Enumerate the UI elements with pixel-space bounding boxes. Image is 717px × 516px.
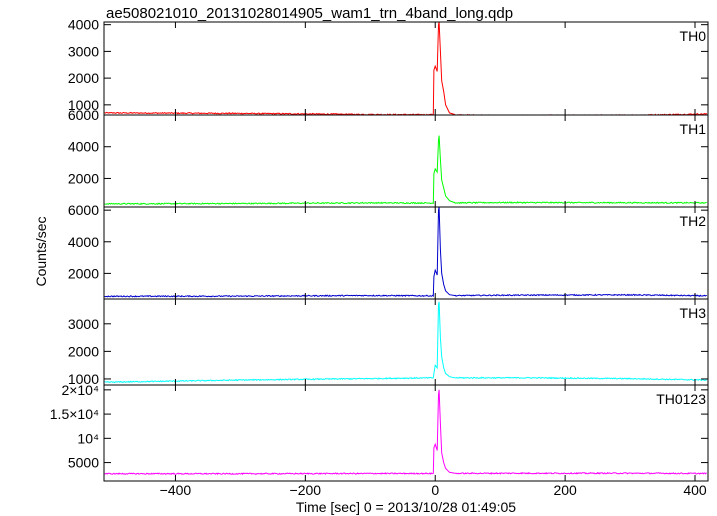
x-tick-label: 0 (431, 482, 439, 498)
panel-th3: 1000 2000 3000 TH3 (68, 298, 709, 387)
panel-th0123: 5000 10⁴ 1.5×10⁴ 2×10⁴ TH0123 (50, 382, 709, 482)
chart-title: ae508021010_20131028014905_wam1_trn_4ban… (106, 5, 513, 22)
y-tick-label: 4000 (68, 234, 99, 250)
panel-th2: 2000 4000 6000 TH2 (68, 202, 709, 300)
series-line-th3 (104, 301, 707, 384)
panel-th0: 1000 2000 3000 4000 TH0 (68, 17, 709, 116)
x-tick-label: 400 (683, 482, 707, 498)
panel-label: TH3 (680, 305, 707, 321)
y-tick-label: 2×10⁴ (61, 382, 99, 398)
y-tick-label: 5000 (68, 455, 99, 471)
y-tick-label: 4000 (68, 139, 99, 155)
x-axis: −400 −200 0 200 400 (160, 482, 707, 498)
x-tick-label: −400 (160, 482, 192, 498)
y-tick-label: 1000 (68, 371, 99, 387)
panel-frame (103, 384, 709, 482)
x-axis-label: Time [sec] 0 = 2013/10/28 01:49:05 (296, 499, 516, 515)
x-tick-label: −200 (290, 482, 322, 498)
panel-th1: 2000 4000 6000 TH1 (68, 107, 709, 208)
panels-group: 1000 2000 3000 4000 TH0 2000 4000 6000 TH1 2000 40… (50, 17, 709, 482)
y-tick-label: 6000 (68, 202, 99, 218)
y-tick-label: 2000 (68, 265, 99, 281)
panel-frame (103, 114, 709, 208)
panel-label: TH0 (680, 28, 707, 44)
series-line-th0123 (104, 389, 707, 476)
y-tick-label: 2000 (68, 343, 99, 359)
y-tick-label: 6000 (68, 107, 99, 123)
y-tick-label: 10⁴ (77, 430, 99, 446)
y-tick-label: 1.5×10⁴ (50, 406, 99, 422)
y-axis-label: Counts/sec (33, 216, 49, 286)
y-tick-label: 3000 (68, 316, 99, 332)
panel-label: TH1 (680, 121, 707, 137)
series-line-th2 (104, 207, 707, 298)
y-tick-label: 4000 (68, 17, 99, 33)
panel-frame (103, 298, 709, 386)
y-tick-label: 2000 (68, 70, 99, 86)
y-tick-label: 2000 (68, 170, 99, 186)
panel-frame (103, 21, 709, 116)
panel-label: TH0123 (656, 391, 706, 407)
series-line-th0 (104, 22, 708, 115)
y-tick-label: 1000 (68, 97, 99, 113)
series-line-th1 (104, 135, 707, 205)
x-tick-label: 200 (553, 482, 577, 498)
panel-frame (103, 206, 709, 300)
y-tick-label: 3000 (68, 43, 99, 59)
panel-label: TH2 (680, 213, 707, 229)
